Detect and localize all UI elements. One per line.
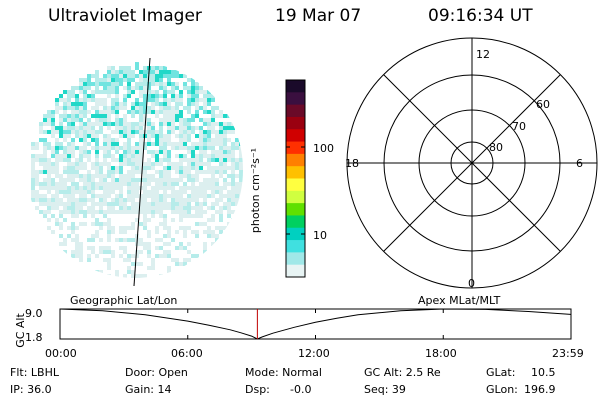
colorbar-frame xyxy=(285,79,306,278)
polar-diagonal-2 xyxy=(383,74,561,252)
colorbar-segment xyxy=(286,252,305,266)
gain-readout: Gain: 14 xyxy=(125,383,172,396)
dsp-value: -0.0 xyxy=(290,383,312,396)
time-tick-0600: 06:00 xyxy=(171,347,203,360)
colorbar-segment xyxy=(286,264,305,278)
colorbar-segment xyxy=(286,80,305,93)
mlt-label-18: 18 xyxy=(345,157,359,170)
lat-label-80: 80 xyxy=(489,141,503,154)
observation-date: 19 Mar 07 xyxy=(275,6,362,26)
seq-readout: Seq: 39 xyxy=(364,383,406,396)
colorbar-segment xyxy=(286,129,305,143)
colorbar-segment xyxy=(286,166,305,179)
colorbar-segment xyxy=(286,227,305,241)
colorbar-segment xyxy=(286,92,305,106)
colorbar-segment xyxy=(286,104,305,118)
colorbar-segment xyxy=(286,240,305,253)
observation-time: 09:16:34 UT xyxy=(428,6,533,26)
time-tick-1800: 18:00 xyxy=(425,347,457,360)
colorbar-segment xyxy=(286,215,305,229)
lat-label-60: 60 xyxy=(536,98,550,111)
colorbar-tick-100: 100 xyxy=(313,142,334,155)
mlt-label-12: 12 xyxy=(476,48,490,61)
apex-label: Apex MLat/MLT xyxy=(418,294,501,307)
uv-image-disk xyxy=(31,62,243,278)
glon-label: GLon: xyxy=(486,383,518,396)
altitude-series-line xyxy=(59,308,571,340)
mode-readout: Mode: Normal xyxy=(245,366,322,379)
colorbar-unit-label: photon cm⁻²s⁻¹ xyxy=(249,147,263,234)
filter-readout: Flt: LBHL xyxy=(10,366,59,379)
door-readout: Door: Open xyxy=(125,366,188,379)
altitude-tick-low: 1.8 xyxy=(25,331,43,344)
dsp-label: Dsp: xyxy=(245,383,270,396)
gc-alt-readout: GC Alt: 2.5 Re xyxy=(364,366,441,379)
terminator-line xyxy=(133,57,151,287)
colorbar-segment xyxy=(286,153,305,167)
polar-plot xyxy=(346,37,598,289)
ip-readout: IP: 36.0 xyxy=(10,383,52,396)
glon-value: 196.9 xyxy=(524,383,556,396)
colorbar-segment xyxy=(286,203,305,216)
colorbar-segment xyxy=(286,178,305,192)
glat-value: 10.5 xyxy=(531,366,556,379)
lat-label-70: 70 xyxy=(512,120,526,133)
instrument-title: Ultraviolet Imager xyxy=(48,6,202,26)
time-tick-1200: 12:00 xyxy=(298,347,330,360)
time-tick-2359: 23:59 xyxy=(552,347,584,360)
altitude-plot xyxy=(59,308,572,340)
colorbar-segment xyxy=(286,116,305,130)
time-tick-0000: 00:00 xyxy=(45,347,77,360)
mlt-label-0: 0 xyxy=(468,277,475,290)
geographic-label: Geographic Lat/Lon xyxy=(70,294,178,307)
colorbar-segment xyxy=(286,190,305,204)
altitude-tick-high: 9.0 xyxy=(25,307,43,320)
mlt-label-6: 6 xyxy=(576,157,583,170)
glat-label: GLat: xyxy=(486,366,516,379)
colorbar-tick-10: 10 xyxy=(313,229,327,242)
colorbar-segment xyxy=(286,141,305,155)
colorbar xyxy=(285,79,306,278)
